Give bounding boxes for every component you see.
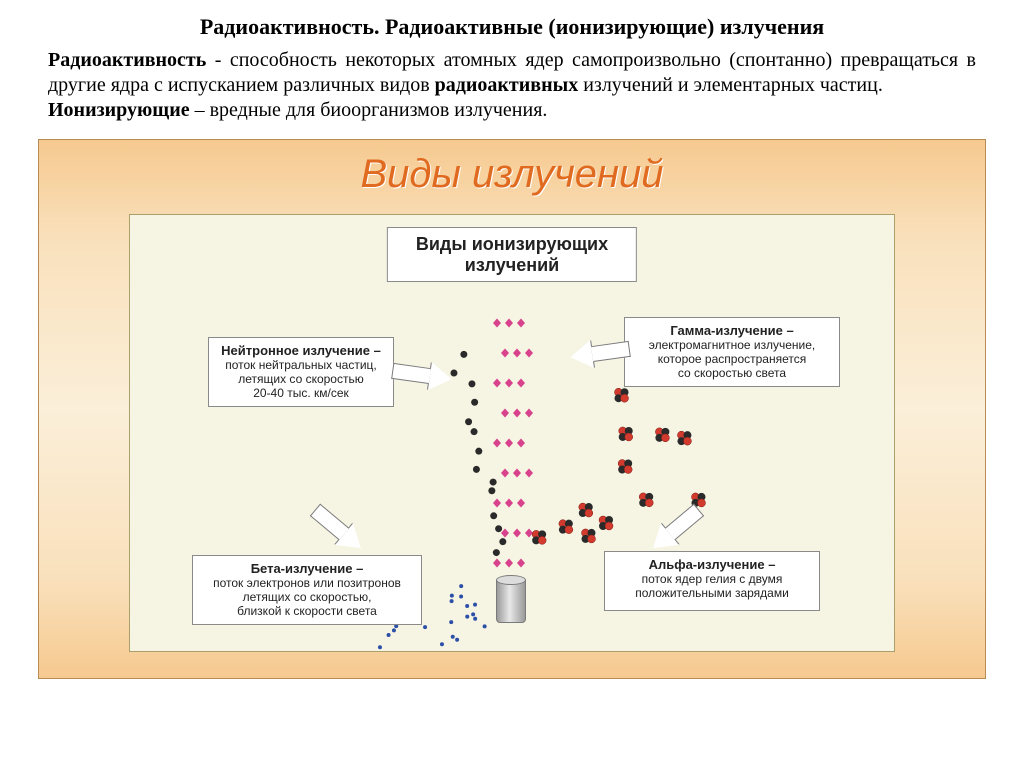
figure-subtitle: Виды ионизирующих излучений: [387, 227, 637, 282]
callout-arrow-icon: [644, 499, 708, 559]
figure-inner-box: Виды ионизирующих излучений Нейтронное и…: [129, 214, 895, 652]
callout-gamma: Гамма-излучение – электромагнитное излуч…: [624, 317, 840, 387]
callout-beta: Бета-излучение – поток электронов или по…: [192, 555, 422, 625]
intro-p2-bold: Ионизирующие: [48, 99, 190, 121]
callout-arrow-icon: [390, 357, 453, 393]
page-title: Радиоактивность. Радиоактивные (ионизиру…: [0, 0, 1024, 48]
figure-frame: Виды излучений Виды ионизирующих излучен…: [38, 139, 986, 679]
callout-neutron: Нейтронное излучение – поток нейтральных…: [208, 337, 394, 407]
callout-alpha: Альфа-излучение – поток ядер гелия с дву…: [604, 551, 820, 611]
intro-p1-bold2: радиоактивных: [435, 74, 579, 96]
callout-neutron-title: Нейтронное излучение –: [219, 344, 383, 359]
intro-paragraphs: Радиоактивность - способность некоторых …: [0, 48, 1024, 133]
callout-gamma-desc: электромагнитное излучение, которое расп…: [635, 339, 829, 380]
radiation-source-icon: [496, 575, 526, 623]
callout-beta-desc: поток электронов или позитронов летящих …: [203, 577, 411, 618]
callout-arrow-icon: [306, 499, 370, 559]
intro-p1-text2: излучений и элементарных частиц.: [578, 74, 883, 96]
callout-alpha-desc: поток ядер гелия с двумя положительными …: [615, 573, 809, 601]
callout-beta-title: Бета-излучение –: [203, 562, 411, 577]
intro-p2: Ионизирующие – вредные для биоорганизмов…: [48, 98, 976, 123]
callout-neutron-desc: поток нейтральных частиц, летящих со ско…: [219, 359, 383, 400]
intro-p2-text: – вредные для биоорганизмов излучения.: [190, 99, 548, 121]
callout-gamma-title: Гамма-излучение –: [635, 324, 829, 339]
intro-p1: Радиоактивность - способность некоторых …: [48, 48, 976, 98]
intro-p1-bold: Радиоактивность: [48, 49, 206, 71]
callout-alpha-title: Альфа-излучение –: [615, 558, 809, 573]
figure-outer-title: Виды излучений: [49, 152, 975, 197]
callout-arrow-icon: [568, 335, 631, 371]
